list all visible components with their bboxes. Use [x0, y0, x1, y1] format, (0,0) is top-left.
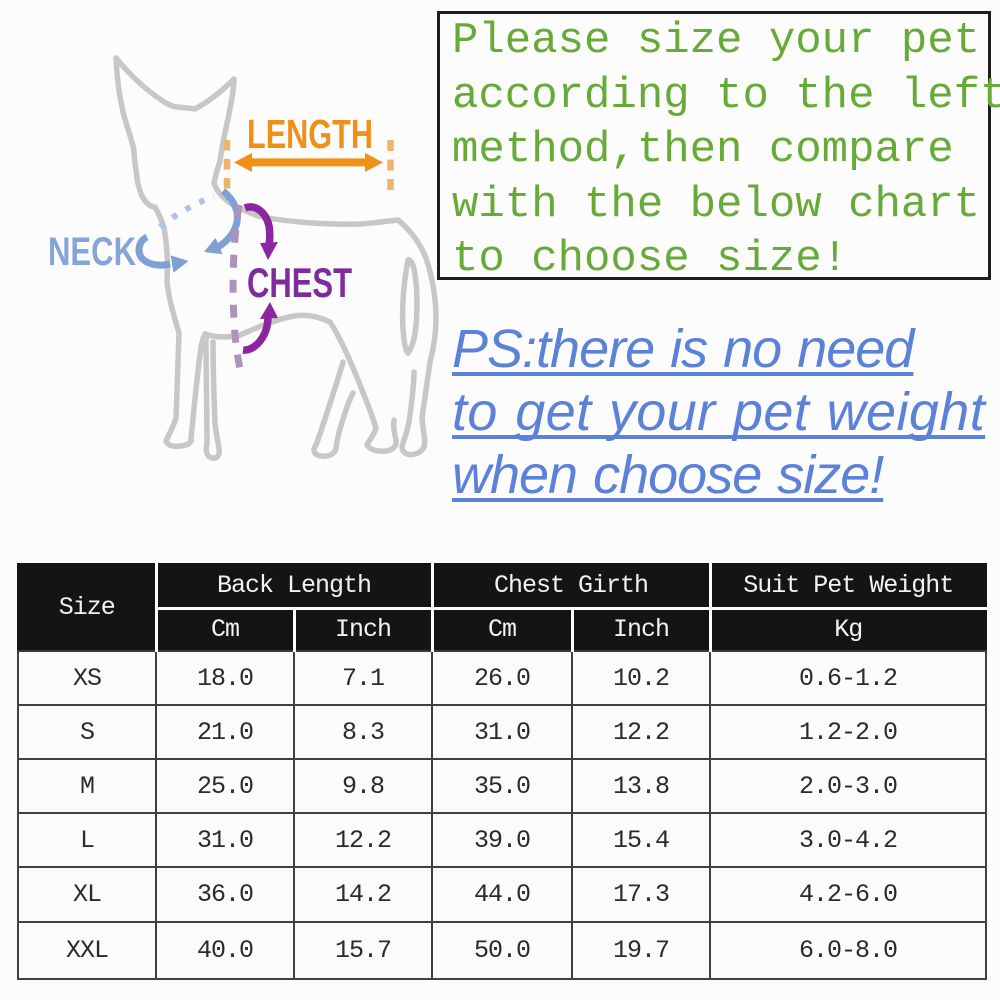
svg-text:CHEST: CHEST: [247, 259, 352, 306]
svg-text:LENGTH: LENGTH: [247, 111, 373, 157]
svg-text:NECK: NECK: [48, 230, 136, 274]
